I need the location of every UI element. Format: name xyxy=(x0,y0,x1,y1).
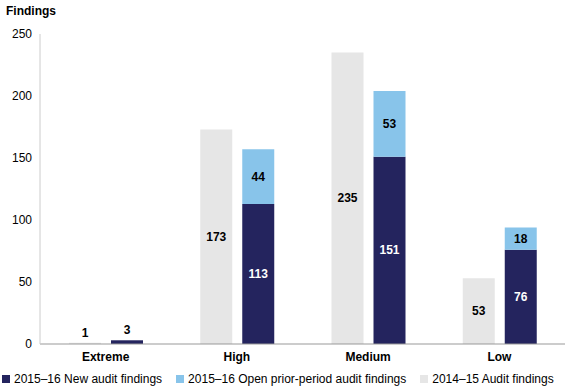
svg-text:151: 151 xyxy=(379,243,399,257)
svg-text:250: 250 xyxy=(12,27,32,41)
svg-text:50: 50 xyxy=(19,275,33,289)
svg-text:53: 53 xyxy=(472,304,486,318)
html-text:2015–16 Open prior-period audi: 2015–16 Open prior-period audit findings xyxy=(188,372,407,386)
svg-text:Extreme: Extreme xyxy=(82,350,130,364)
svg-text:200: 200 xyxy=(12,89,32,103)
svg-text:173: 173 xyxy=(206,230,226,244)
html-text:Findings: Findings xyxy=(6,4,56,18)
svg-text:Medium: Medium xyxy=(345,350,390,364)
svg-text:53: 53 xyxy=(383,117,397,131)
svg-text:18: 18 xyxy=(514,232,528,246)
svg-text:100: 100 xyxy=(12,213,32,227)
svg-text:Low: Low xyxy=(487,350,512,364)
svg-text:High: High xyxy=(224,350,251,364)
html-text:2014–15 Audit findings: 2014–15 Audit findings xyxy=(432,372,554,386)
svg-text:113: 113 xyxy=(249,267,269,281)
svg-text:76: 76 xyxy=(514,290,528,304)
svg-text:0: 0 xyxy=(25,337,32,351)
svg-text:1: 1 xyxy=(82,326,89,340)
svg-text:44: 44 xyxy=(252,170,266,184)
svg-text:150: 150 xyxy=(12,151,32,165)
html-text:2015–16 New audit findings: 2015–16 New audit findings xyxy=(14,372,163,386)
svg-text:235: 235 xyxy=(337,191,357,205)
svg-text:3: 3 xyxy=(124,323,131,337)
